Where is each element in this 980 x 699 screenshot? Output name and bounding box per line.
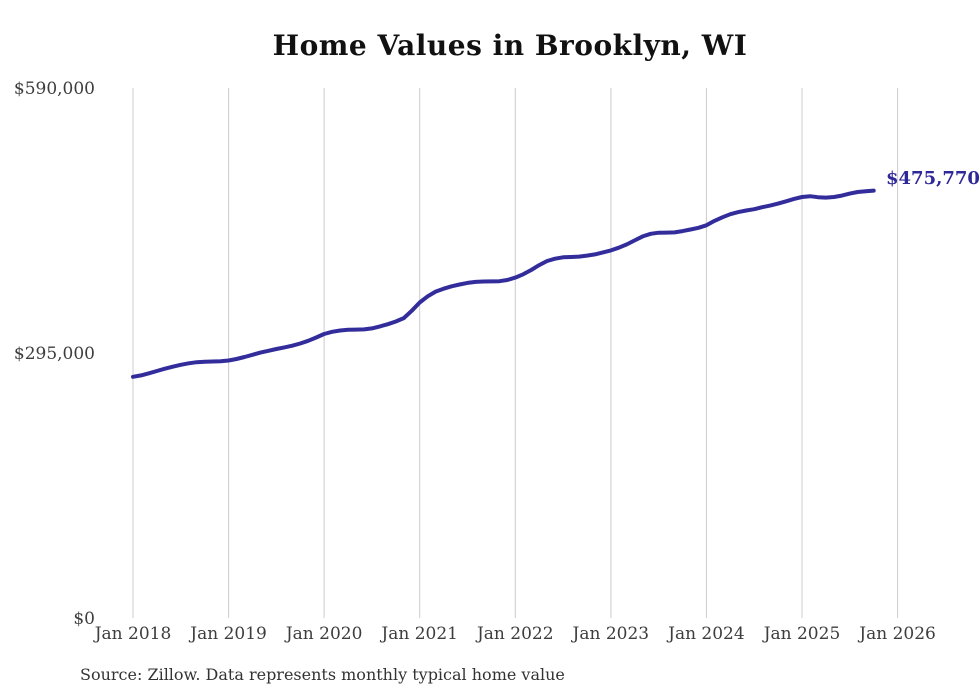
y-tick-label: $590,000: [13, 79, 95, 99]
chart-title: Home Values in Brooklyn, WI: [272, 29, 748, 62]
source-note: Source: Zillow. Data represents monthly …: [80, 665, 565, 684]
home-value-line: [131, 188, 876, 379]
x-tick-label: Jan 2026: [859, 624, 936, 644]
y-tick-label: $0: [73, 609, 95, 629]
x-tick-label: Jan 2024: [668, 624, 745, 644]
x-tick-label: Jan 2023: [572, 624, 650, 644]
y-tick-label: $295,000: [13, 344, 95, 364]
x-tick-label: Jan 2025: [763, 624, 841, 644]
x-tick-label: Jan 2020: [285, 624, 363, 644]
x-tick-label: Jan 2019: [190, 624, 267, 644]
latest-value-label: $475,770: [886, 168, 980, 189]
vertical-gridlines: [132, 88, 899, 618]
x-tick-label: Jan 2018: [94, 624, 172, 644]
x-tick-label: Jan 2022: [476, 624, 554, 644]
x-tick-label: Jan 2021: [381, 624, 458, 644]
